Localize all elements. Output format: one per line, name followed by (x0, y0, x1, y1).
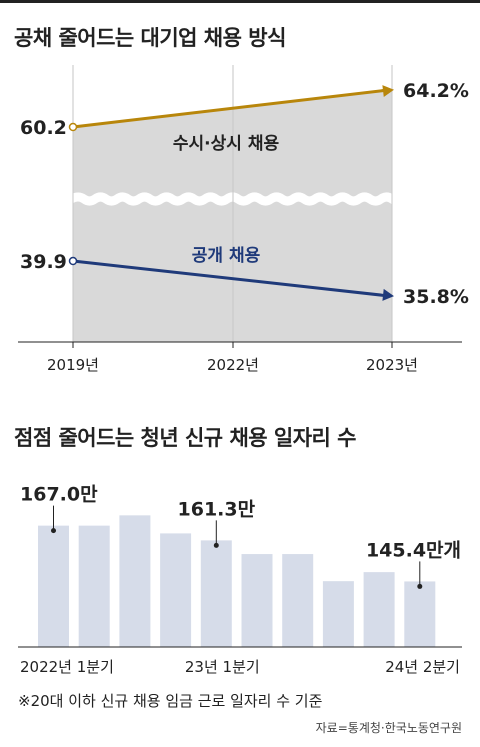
bar (38, 525, 69, 647)
bar (78, 525, 110, 647)
annotation-dot (213, 542, 219, 548)
chart2-title: 점점 줄어드는 청년 신규 채용 일자리 수 (14, 426, 357, 450)
lower-start-point (68, 256, 78, 266)
data-label: 167.0만 (20, 484, 98, 506)
annotation-dot (51, 528, 56, 534)
upper-line (72, 88, 389, 129)
x-tick-label: 2022년 (207, 356, 259, 374)
bar (363, 572, 395, 647)
upper-series-name: 수시·상시 채용 (173, 134, 280, 154)
upper-start-label: 60.2 (20, 117, 67, 139)
lower-start-label: 39.9 (20, 251, 67, 273)
bar (404, 581, 436, 647)
footnote: ※20대 이하 신규 채용 임금 근로 일자리 수 기준 (18, 692, 323, 710)
axis-break (68, 192, 406, 206)
data-label: 161.3만 (178, 498, 256, 520)
lower-line (72, 259, 389, 298)
upper-end-label: 64.2% (403, 80, 469, 102)
annotation-dot (417, 583, 423, 589)
line-chart: 2019년 2022년 2023년 60.2 64.2% 수시·상시 채용 39.9 35.8… (18, 65, 469, 374)
lower-end-label: 35.8% (403, 286, 469, 308)
data-label: 145.4만개 (366, 539, 461, 561)
bar (241, 554, 273, 647)
x-tick-label: 2019년 (47, 356, 99, 374)
upper-start-point (68, 122, 78, 132)
x-tick-label: 2023년 (366, 356, 418, 374)
bar (322, 581, 354, 647)
bar (282, 554, 314, 647)
x-tick-label: 24년 2분기 (385, 658, 460, 676)
bar-chart: 2022년 1분기 23년 1분기 24년 2분기 167.0만 161.3만 145.4… (18, 484, 462, 676)
bar (160, 533, 192, 647)
source-credit: 자료=통계청·한국노동연구원 (315, 721, 462, 735)
bar (119, 515, 151, 647)
x-tick-label: 23년 1분기 (185, 658, 260, 676)
x-tick-label: 2022년 1분기 (20, 658, 114, 676)
upper-arrowhead (382, 85, 394, 97)
lower-arrowhead (382, 288, 394, 301)
chart1-title: 공채 줄어드는 대기업 채용 방식 (14, 26, 286, 50)
bar (200, 540, 232, 647)
top-rule (0, 0, 480, 3)
lower-series-name: 공개 채용 (192, 246, 261, 266)
